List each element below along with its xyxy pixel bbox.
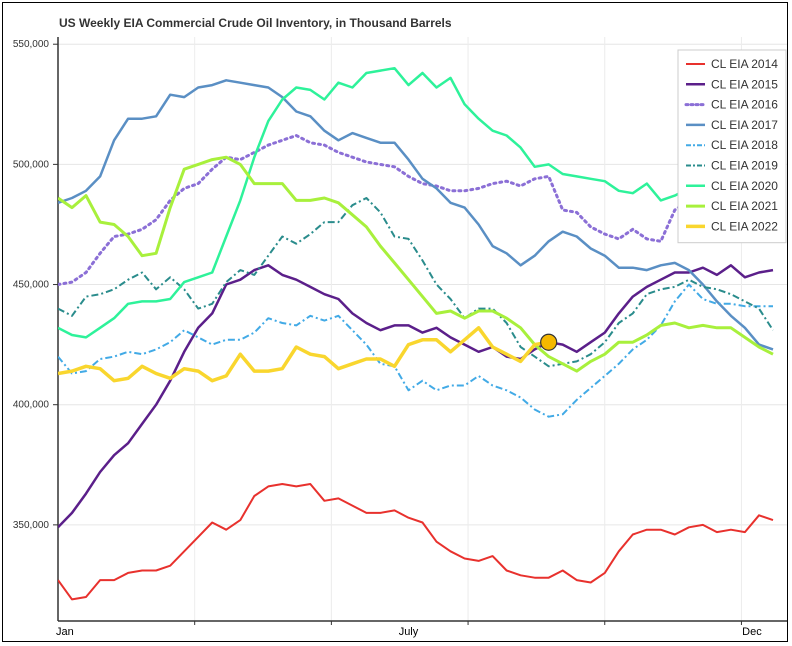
- legend-box: [677, 49, 787, 244]
- legend-label[interactable]: CL EIA 2016: [711, 98, 778, 112]
- legend-label[interactable]: CL EIA 2021: [711, 199, 778, 213]
- axes: 350,000 400,000 450,000 500,000 550,000 Jan Ju…: [13, 37, 787, 638]
- series-line-cl-eia-2014: [58, 483, 774, 601]
- series-line-cl-eia-2019: [58, 197, 774, 368]
- y-tick-label: 450,000: [13, 280, 50, 291]
- x-tick-label: July: [399, 626, 419, 638]
- series-line-cl-eia-2016: [58, 134, 775, 286]
- series-line-cl-eia-2015: [58, 264, 774, 529]
- x-tick-label: Jan: [56, 626, 74, 638]
- hover-marker: [540, 333, 558, 351]
- legend-label[interactable]: CL EIA 2019: [711, 159, 778, 173]
- y-tick-label: 400,000: [13, 400, 50, 411]
- chart-title: US Weekly EIA Commercial Crude Oil Inven…: [59, 16, 452, 30]
- y-tick-label: 550,000: [13, 39, 50, 50]
- x-tick-label: Dec: [742, 626, 762, 638]
- legend-label[interactable]: CL EIA 2015: [711, 77, 778, 91]
- legend-label[interactable]: CL EIA 2018: [711, 138, 778, 152]
- series-line-cl-eia-2022: [58, 326, 549, 383]
- chart: US Weekly EIA Commercial Crude Oil Inven…: [13, 16, 787, 638]
- series-line-cl-eia-2021: [58, 155, 774, 373]
- hover-marker-point[interactable]: [540, 333, 558, 351]
- y-tick-label: 350,000: [13, 520, 50, 531]
- y-tick-label: 500,000: [13, 159, 50, 170]
- legend-label[interactable]: CL EIA 2022: [711, 219, 778, 233]
- legend-label[interactable]: CL EIA 2014: [711, 57, 778, 71]
- legend-label[interactable]: CL EIA 2020: [711, 179, 778, 193]
- legend: CL EIA 2014 CL EIA 2015 CL EIA 2016 CL EIA …: [677, 49, 787, 244]
- legend-label[interactable]: CL EIA 2017: [711, 118, 778, 132]
- series-lines: [58, 66, 775, 601]
- series-line-cl-eia-2017: [58, 79, 774, 351]
- series-line-cl-eia-2020: [58, 66, 774, 339]
- series-line-cl-eia-2018: [58, 283, 773, 418]
